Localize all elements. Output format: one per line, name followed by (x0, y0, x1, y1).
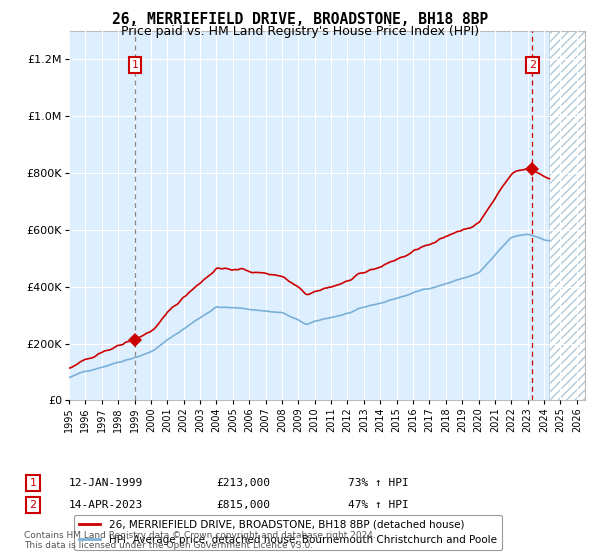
Text: 47% ↑ HPI: 47% ↑ HPI (348, 500, 409, 510)
Legend: 26, MERRIEFIELD DRIVE, BROADSTONE, BH18 8BP (detached house), HPI: Average price: 26, MERRIEFIELD DRIVE, BROADSTONE, BH18 … (74, 515, 502, 550)
Text: 2: 2 (529, 60, 536, 70)
Bar (550, 31, 585, 400)
Text: 1: 1 (131, 60, 139, 70)
Text: £815,000: £815,000 (216, 500, 270, 510)
Text: £213,000: £213,000 (216, 478, 270, 488)
Text: Contains HM Land Registry data © Crown copyright and database right 2024.
This d: Contains HM Land Registry data © Crown c… (24, 531, 376, 550)
Bar (550, 31, 585, 400)
Text: 26, MERRIEFIELD DRIVE, BROADSTONE, BH18 8BP: 26, MERRIEFIELD DRIVE, BROADSTONE, BH18 … (112, 12, 488, 27)
Text: Price paid vs. HM Land Registry's House Price Index (HPI): Price paid vs. HM Land Registry's House … (121, 25, 479, 38)
Text: 14-APR-2023: 14-APR-2023 (69, 500, 143, 510)
Text: 73% ↑ HPI: 73% ↑ HPI (348, 478, 409, 488)
Text: 2: 2 (29, 500, 37, 510)
Text: 12-JAN-1999: 12-JAN-1999 (69, 478, 143, 488)
Text: 1: 1 (29, 478, 37, 488)
